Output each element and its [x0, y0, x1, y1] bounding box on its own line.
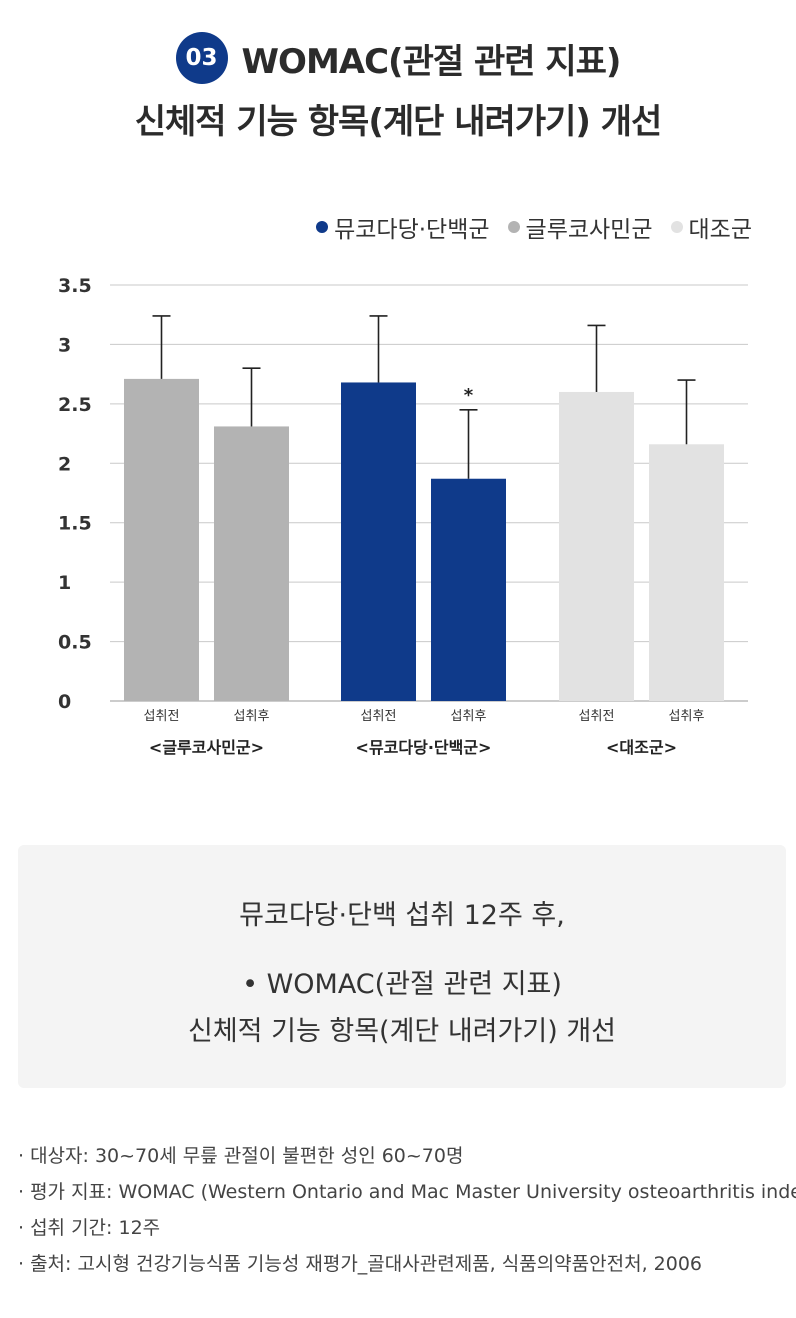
summary-line2: • WOMAC(관절 관련 지표): [242, 969, 562, 1000]
y-tick-label: 1: [58, 572, 71, 594]
x-tick-label: 섭취전: [361, 709, 397, 724]
legend-label: 뮤코다당·단백군: [334, 217, 490, 243]
footnote-item: · 대상자: 30~70세 무릎 관절이 불편한 성인 60~70명: [18, 1145, 464, 1167]
legend-item-glucosamine: 글루코사민군: [507, 210, 653, 244]
significance-marker: *: [464, 385, 474, 406]
y-tick-label: 3: [58, 334, 71, 356]
bar: [431, 478, 506, 701]
legend-dot-icon: [507, 221, 520, 233]
group-label: <글루코사민군>: [149, 738, 264, 757]
x-tick-label: 섭취전: [144, 709, 180, 724]
summary-box: 뮤코다당·단백 섭취 12주 후, • WOMAC(관절 관련 지표) 신체적 …: [18, 845, 786, 1088]
x-tick-label: 섭취후: [451, 709, 487, 724]
title-line1: 03 WOMAC(관절 관련 지표): [0, 30, 796, 86]
bar-chart: 3.5 3 2.5 2 1.5 1 0.5 0 섭취전 섭취후 <글루코사민군> 섭취전 * 섭취후 <뮤코…: [58, 275, 748, 757]
bar: [341, 382, 416, 701]
y-tick-label: 2.5: [58, 394, 92, 416]
legend-dot-icon: [670, 221, 683, 233]
footnote-item: · 섭취 기간: 12주: [18, 1217, 161, 1239]
group-label: <뮤코다당·단백군>: [356, 738, 492, 757]
footnote-item: · 출처: 고시형 건강기능식품 기능성 재평가_골대사관련제품, 식품의약품안…: [18, 1253, 703, 1275]
footnote-item: · 평가 지표: WOMAC (Western Ontario and Mac …: [18, 1181, 796, 1203]
x-tick-label: 섭취전: [579, 709, 615, 724]
bar: [559, 391, 634, 701]
y-tick-label: 0: [58, 691, 71, 713]
title-text: WOMAC(관절 관련 지표): [241, 41, 622, 82]
y-tick-label: 3.5: [58, 275, 92, 297]
legend-item-mucopoly: 뮤코다당·단백군: [316, 210, 490, 244]
footnotes: · 대상자: 30~70세 무릎 관절이 불편한 성인 60~70명 · 평가 …: [18, 1138, 796, 1282]
legend-item-control: 대조군: [670, 210, 752, 244]
bar: [649, 444, 724, 701]
header: 03 WOMAC(관절 관련 지표) 신체적 기능 항목(계단 내려가기) 개선: [0, 30, 796, 143]
legend-label: 글루코사민군: [525, 217, 653, 243]
legend-label: 대조군: [688, 217, 752, 243]
summary-line3: 신체적 기능 항목(계단 내려가기) 개선: [188, 1016, 616, 1047]
bar: [124, 378, 199, 701]
number-badge: 03: [175, 32, 228, 84]
summary-line1: 뮤코다당·단백 섭취 12주 후,: [239, 900, 565, 931]
chart-legend: 뮤코다당·단백군 글루코사민군 대조군: [316, 210, 752, 244]
legend-dot-icon: [316, 221, 329, 233]
x-tick-label: 섭취후: [234, 709, 270, 724]
y-tick-label: 0.5: [58, 632, 92, 654]
y-tick-label: 2: [58, 453, 71, 475]
title-subtext: 신체적 기능 항목(계단 내려가기) 개선: [134, 102, 663, 142]
x-tick-label: 섭취후: [669, 709, 705, 724]
bar: [214, 426, 289, 701]
group-label: <대조군>: [606, 738, 677, 757]
y-tick-label: 1.5: [58, 513, 92, 535]
